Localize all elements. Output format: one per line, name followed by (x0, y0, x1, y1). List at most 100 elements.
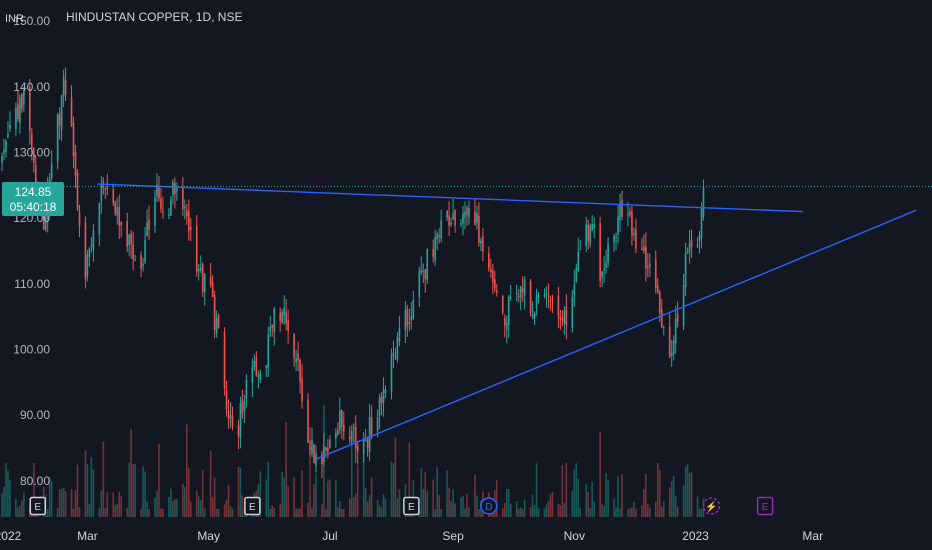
candle-body (106, 187, 109, 189)
candle-body (440, 220, 442, 239)
candle-body (434, 237, 436, 261)
candle-body (529, 281, 532, 314)
candle-body (482, 236, 484, 252)
volume-bar (211, 497, 214, 517)
earnings-marker[interactable]: E (29, 496, 47, 516)
volume-bar (78, 507, 81, 517)
candle-body (507, 295, 510, 326)
volume-bar (176, 498, 178, 517)
volume-bar (573, 469, 576, 517)
candle-body (5, 141, 7, 152)
candle-body (34, 164, 37, 187)
earnings-upcoming-marker[interactable]: E (756, 496, 774, 516)
last-price-value: 124.85 (15, 185, 52, 199)
candle-body (615, 237, 617, 239)
volume-bar (551, 492, 554, 517)
volume-bar (517, 508, 520, 517)
volume-bar (229, 505, 232, 517)
candle-body (370, 417, 373, 435)
event-markers[interactable]: E E E D ⚡ E (29, 496, 774, 516)
candle-body (354, 426, 357, 449)
volume-bar (299, 508, 301, 517)
earnings-marker[interactable]: E (244, 496, 261, 516)
volume-bar (523, 499, 526, 517)
volume-bar (120, 495, 123, 517)
split-marker[interactable]: ⚡ (702, 497, 721, 515)
candle-body (505, 322, 508, 330)
candle-body (239, 403, 242, 438)
volume-bar (17, 507, 19, 517)
candle-body (390, 354, 393, 392)
volume-bar (617, 476, 619, 517)
candle-body (76, 172, 79, 210)
volume-bar (589, 508, 592, 517)
candle-body (418, 271, 421, 298)
bar-countdown: 05:40:18 (10, 200, 57, 214)
candle-body (98, 203, 101, 235)
volume-bar (128, 462, 130, 517)
candle-body (342, 424, 345, 432)
trendlines[interactable] (97, 183, 917, 460)
candle-body (376, 417, 379, 432)
candle-body (283, 307, 285, 316)
trendline[interactable] (97, 183, 803, 213)
candle-body (118, 207, 121, 226)
candle-body (356, 445, 359, 452)
candle-body (327, 448, 329, 453)
volume-bar (148, 508, 150, 517)
volume-bar (203, 508, 206, 517)
volume-bar (496, 480, 498, 517)
volume-bar (537, 508, 540, 517)
candle-body (676, 314, 679, 323)
volume-bar (279, 504, 281, 517)
candle-body (245, 380, 248, 399)
volume-bar (112, 492, 115, 517)
volume-bar (187, 467, 190, 517)
candle-body (160, 198, 162, 209)
volume-bar (259, 471, 262, 517)
volume-bar (231, 508, 234, 517)
x-tick-label: 2022 (0, 529, 22, 543)
volume-bar (370, 477, 373, 517)
volume-bar (269, 508, 272, 517)
candle-body (476, 213, 478, 223)
candle-body (17, 104, 19, 120)
candle-body (182, 188, 184, 210)
candle-body (366, 438, 369, 448)
candle-body (601, 271, 603, 278)
y-tick-label: 140.00 (13, 80, 50, 94)
volume-bar (615, 507, 617, 517)
candle-body (404, 310, 407, 331)
volume-bar (86, 463, 89, 517)
candle-body (142, 264, 144, 267)
candle-body (406, 307, 409, 327)
volume-bar (311, 507, 313, 517)
dividend-marker[interactable]: D (480, 497, 498, 515)
volume-bar (631, 507, 633, 517)
x-tick-label: May (197, 529, 220, 543)
volume-bar (56, 507, 59, 517)
trendline[interactable] (315, 209, 917, 460)
candle-body (88, 248, 91, 257)
volume-bar (267, 461, 270, 517)
candle-body (702, 186, 705, 217)
volume-bar (160, 508, 162, 517)
volume-bar (378, 505, 381, 517)
volume-bar (213, 477, 216, 517)
volume-bar (613, 498, 615, 517)
y-tick-label: 80.00 (20, 474, 50, 488)
volume-bar (195, 490, 198, 517)
candle-body (384, 389, 387, 394)
candle-body (670, 353, 673, 356)
candle-body (21, 93, 23, 109)
volume-bar (142, 466, 144, 517)
volume-bar (76, 464, 79, 517)
earnings-marker[interactable]: E (403, 496, 420, 516)
candle-body (515, 292, 518, 294)
candle-body (267, 334, 270, 369)
volume-bar (565, 462, 568, 517)
volume-bar (466, 493, 468, 517)
x-tick-label: Jul (322, 529, 337, 543)
